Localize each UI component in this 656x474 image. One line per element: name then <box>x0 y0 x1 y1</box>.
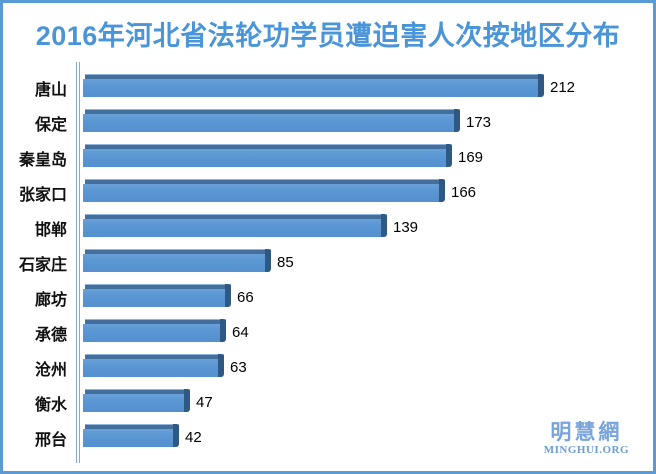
bar <box>83 423 179 447</box>
value-label: 173 <box>466 114 492 131</box>
chart-row: 173 <box>83 105 653 140</box>
minghui-watermark: 明慧網 MINGHUI.ORG <box>544 421 629 456</box>
value-label: 169 <box>458 149 484 166</box>
value-label: 212 <box>550 79 576 96</box>
value-label: 42 <box>185 429 202 446</box>
value-label: 85 <box>277 254 294 271</box>
chart-row: 139 <box>83 210 653 245</box>
watermark-cjk-text: 明慧網 <box>550 420 623 444</box>
bar <box>83 73 544 97</box>
bar <box>83 283 231 307</box>
category-label: 邢台 <box>34 431 67 449</box>
category-label: 衡水 <box>34 396 67 414</box>
bar-chart: 唐山保定秦皇岛张家口邯郸石家庄廊坊承德沧州衡水邢台 212 173 169 166 13… <box>11 62 653 463</box>
bar <box>83 248 271 272</box>
category-axis: 唐山保定秦皇岛张家口邯郸石家庄廊坊承德沧州衡水邢台 <box>11 62 76 463</box>
value-label: 64 <box>232 324 249 341</box>
bar <box>83 108 460 132</box>
category-label: 唐山 <box>34 81 67 99</box>
category-label: 保定 <box>34 116 67 134</box>
value-label: 139 <box>393 219 419 236</box>
bar <box>83 143 452 167</box>
value-label: 66 <box>237 289 254 306</box>
bar <box>83 178 445 202</box>
chart-row: 42 <box>83 420 653 455</box>
watermark-latin-text: MINGHUI.ORG <box>543 443 629 456</box>
chart-title: 2016年河北省法轮功学员遭迫害人次按地区分布 <box>35 21 621 51</box>
category-label: 张家口 <box>18 186 67 204</box>
chart-row: 212 <box>83 70 653 105</box>
chart-row: 169 <box>83 140 653 175</box>
value-label: 166 <box>451 184 477 201</box>
chart-row: 47 <box>83 385 653 420</box>
category-label: 廊坊 <box>34 291 67 309</box>
chart-row: 63 <box>83 350 653 385</box>
chart-row: 166 <box>83 175 653 210</box>
category-label: 沧州 <box>34 361 67 379</box>
value-label: 63 <box>230 359 247 376</box>
category-label: 邯郸 <box>34 221 67 239</box>
chart-row: 66 <box>83 280 653 315</box>
chart-row: 64 <box>83 315 653 350</box>
chart-row: 85 <box>83 245 653 280</box>
category-label: 承德 <box>34 326 67 344</box>
bar <box>83 318 226 342</box>
bar <box>83 353 224 377</box>
value-label: 47 <box>196 394 213 411</box>
category-label: 秦皇岛 <box>18 151 67 169</box>
category-label: 石家庄 <box>18 256 67 274</box>
bar <box>83 213 387 237</box>
plot-area: 212 173 169 166 139 85 66 64 63 47 42 <box>76 62 653 463</box>
bar <box>83 388 190 412</box>
